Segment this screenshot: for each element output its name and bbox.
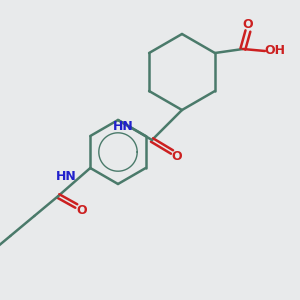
Text: O: O <box>172 151 182 164</box>
Text: HN: HN <box>56 169 77 182</box>
Text: O: O <box>243 19 253 32</box>
Text: O: O <box>76 205 87 218</box>
Text: OH: OH <box>264 44 285 58</box>
Text: HN: HN <box>112 119 134 133</box>
